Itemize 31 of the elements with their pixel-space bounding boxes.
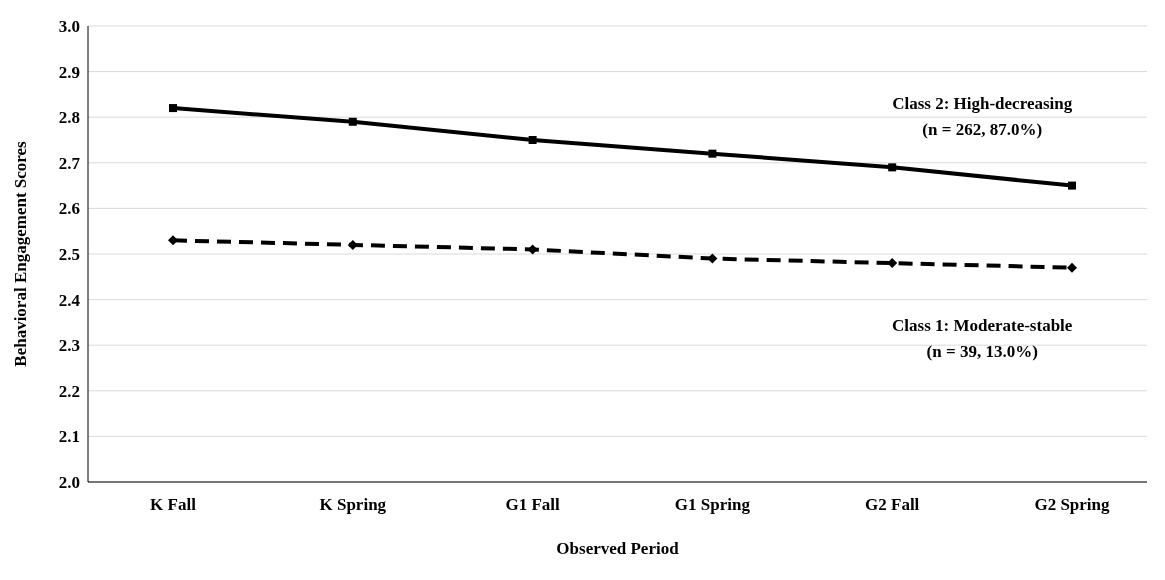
x-axis-title: Observed Period [556, 539, 680, 558]
x-tick-label: K Spring [319, 495, 387, 515]
y-tick-label: 2.5 [58, 245, 80, 265]
y-tick-label: 2.3 [58, 336, 80, 356]
x-tick-label: G1 Spring [674, 495, 751, 515]
y-axis-title: Behavioral Engagement Scores [11, 140, 31, 367]
point [1067, 262, 1077, 273]
x-tick-label: G2 Fall [865, 495, 920, 515]
point [708, 149, 717, 158]
text: Class 1: Moderate-stable [892, 316, 1073, 336]
text: Class 2: High-decreasing [892, 94, 1073, 114]
point [528, 136, 537, 144]
point [169, 104, 177, 113]
y-tick-label: 2.4 [58, 290, 81, 310]
y-tick-label: 2.1 [58, 427, 80, 447]
y-tick-label: 3.0 [58, 17, 80, 37]
y-tick-label: 2.7 [58, 153, 81, 173]
y-tick-label: 2.8 [58, 108, 80, 128]
y-tick-label: 2.9 [58, 62, 80, 82]
y-tick-label: 2.2 [58, 381, 80, 401]
y-tick-label: 2.6 [58, 199, 80, 219]
point [168, 235, 178, 246]
annotation: (n = 39, 13.0%) [926, 342, 1038, 362]
x-tick-label: G2 Spring [1034, 495, 1111, 515]
x-tick-label: G1 Fall [505, 495, 561, 515]
point [347, 239, 358, 250]
point [888, 163, 897, 172]
point [348, 117, 357, 126]
annotation: (n = 262, 87.0%) [922, 120, 1043, 140]
x-tick-label: K Fall [150, 495, 197, 515]
y-tick-label: 2.0 [58, 473, 80, 493]
